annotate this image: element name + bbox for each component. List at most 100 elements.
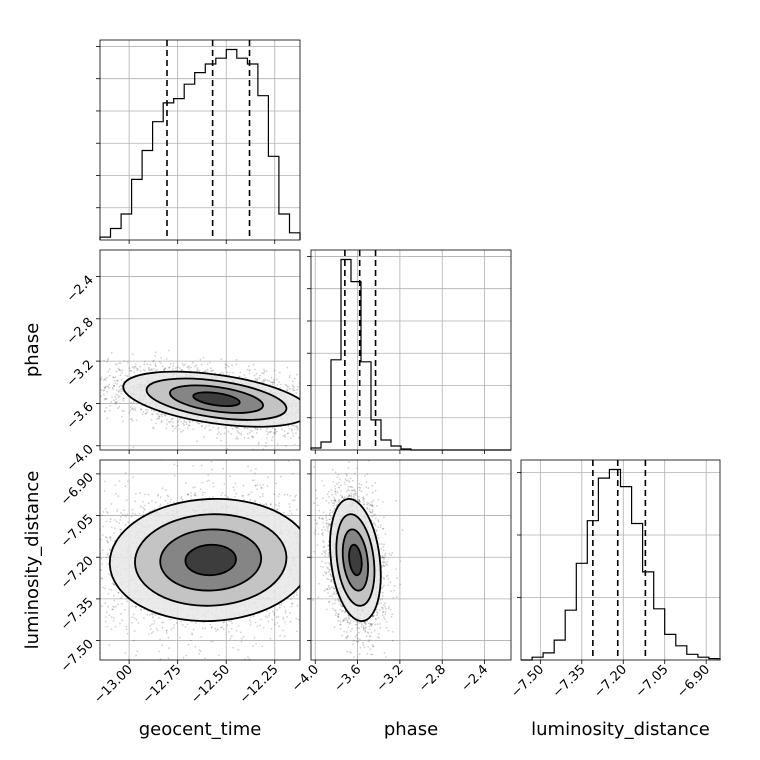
scatter-point [282,618,284,620]
scatter-point [326,430,328,432]
scatter-point [256,488,258,491]
scatter-point [198,422,201,425]
scatter-point [240,432,243,435]
scatter-point [328,406,330,408]
scatter-point [303,576,305,578]
scatter-point [272,378,275,381]
scatter-point [259,624,261,627]
scatter-point [320,550,322,552]
scatter-point [185,421,188,424]
scatter-point [322,415,324,417]
scatter-point [307,563,309,565]
scatter-point [335,404,337,406]
scatter-point [106,359,109,361]
scatter-point [124,485,127,488]
scatter-point [131,419,134,422]
scatter-point [119,512,122,514]
scatter-point [108,548,111,550]
scatter-point [269,383,271,386]
scatter-point [304,427,306,429]
scatter-point [164,415,167,417]
scatter-point [152,360,154,363]
scatter-point [263,368,265,371]
scatter-point [318,403,320,405]
scatter-point [206,368,209,371]
scatter-point [186,366,189,368]
scatter-point [275,504,277,506]
scatter-point [132,401,135,404]
scatter-point [212,485,215,488]
scatter-point [104,480,106,483]
scatter-point [102,389,105,392]
scatter-point [104,397,107,400]
scatter-point [295,392,298,395]
scatter-point [307,603,309,605]
scatter-point [349,412,351,414]
scatter-point [119,528,122,531]
scatter-point [202,357,205,359]
scatter-point [247,656,249,659]
scatter-point [226,371,229,374]
scatter-point [287,385,290,388]
scatter-point [341,420,343,422]
scatter-point [275,430,278,433]
scatter-point [303,393,305,395]
scatter-point [133,371,135,374]
scatter-point [291,380,294,383]
scatter-point [133,639,135,642]
scatter-point [235,363,238,366]
scatter-point [150,418,153,421]
scatter-point [147,633,150,635]
scatter-point [346,399,348,401]
scatter-point [173,427,176,430]
scatter-point [226,364,228,366]
scatter-point [231,427,234,430]
scatter-point [345,643,347,645]
scatter-point [200,636,203,638]
scatter-point [306,407,308,409]
scatter-point [328,413,330,415]
scatter-point [301,393,303,395]
scatter-point [312,424,314,426]
scatter-point [90,392,92,394]
scatter-point [87,548,89,550]
scatter-point [302,406,304,408]
scatter-point [301,397,303,399]
scatter-point [184,363,187,366]
scatter-point [312,408,314,410]
scatter-point [275,482,278,485]
scatter-point [285,444,287,447]
scatter-point [248,431,251,434]
scatter-point [255,467,257,470]
scatter-point [57,403,59,405]
scatter-point [256,428,259,431]
scatter-point [157,616,160,619]
scatter-point [224,366,227,369]
hist-frame [520,459,721,661]
scatter-point [180,431,183,433]
scatter-point [302,403,304,405]
scatter-point [91,387,93,389]
scatter-point [305,565,307,567]
scatter-point [333,424,335,426]
scatter-point [264,445,267,448]
scatter-point [290,437,292,440]
scatter-point [338,402,340,404]
scatter-point [148,366,150,369]
scatter-point [224,363,227,365]
scatter-point [313,426,315,428]
scatter-point [308,408,310,410]
scatter-point [152,631,155,633]
scatter-point [166,423,169,425]
hist-panel-luminosity_distance [517,459,721,661]
scatter-point [250,491,253,494]
scatter-point [187,493,190,495]
scatter-point [96,374,98,376]
scatter-point [161,420,163,422]
scatter-point [265,503,268,506]
scatter-point [97,392,99,394]
scatter-point [272,381,275,383]
scatter-point [114,376,117,379]
scatter-point [106,540,109,543]
scatter-point [105,510,108,513]
